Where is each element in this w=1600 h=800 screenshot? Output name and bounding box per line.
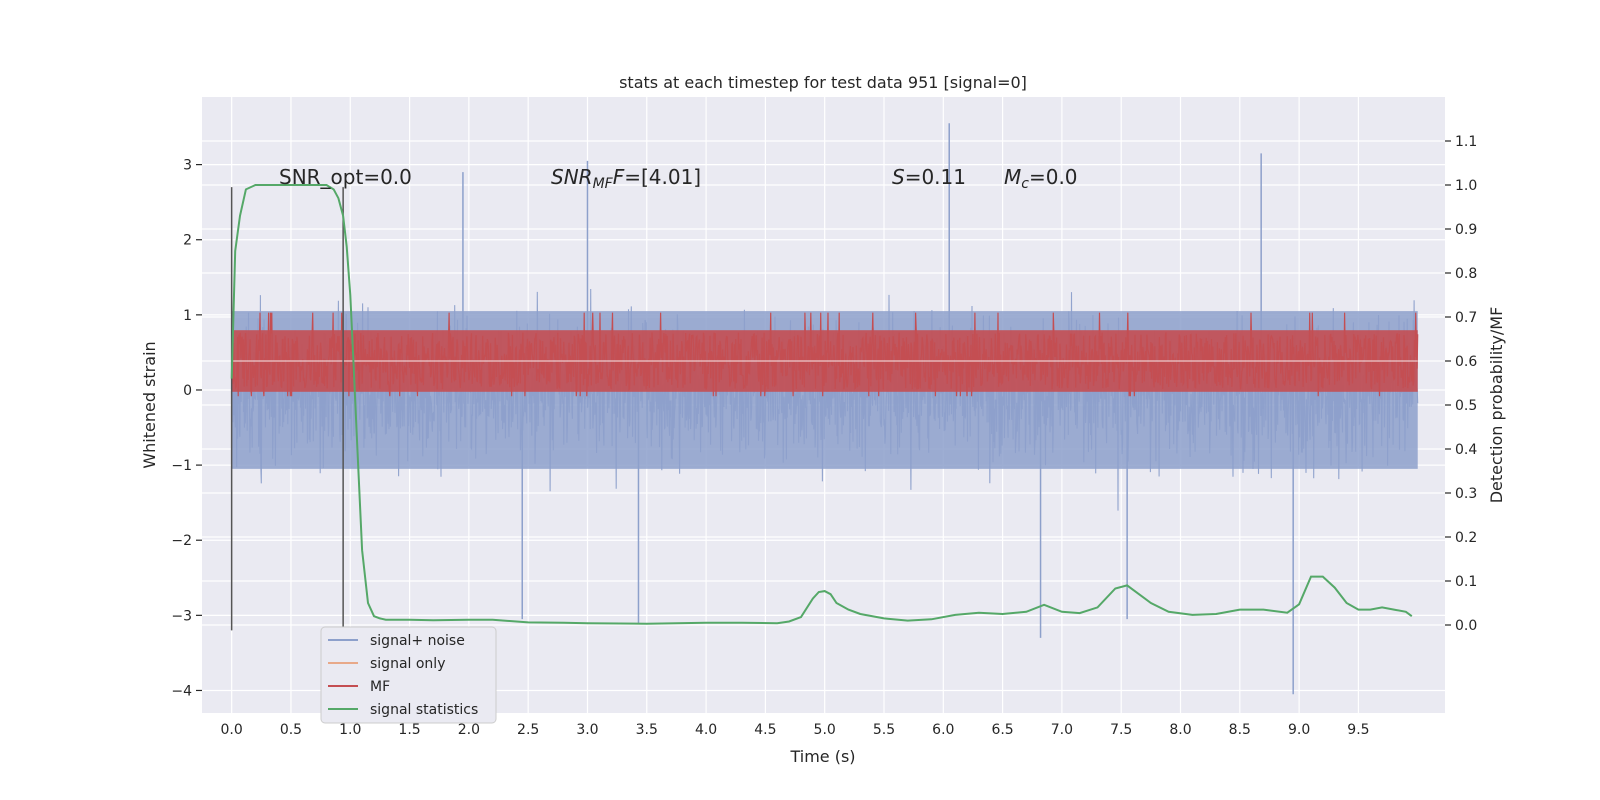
annotation-snr-mf-prefix: SNR bbox=[551, 165, 593, 189]
x-tick-label-16: 8.0 bbox=[1169, 722, 1191, 738]
annotation-snr-opt: SNR_opt=0.0 bbox=[279, 165, 412, 189]
y2-tick-label-11: 1.1 bbox=[1455, 134, 1477, 150]
y-tick-label-7: 3 bbox=[183, 158, 192, 174]
annotation-mc-sub: c bbox=[1021, 176, 1029, 192]
y2-tick-label-9: 0.9 bbox=[1455, 222, 1477, 238]
annotation-snr-mf: SNRMFF=[4.01] bbox=[551, 165, 701, 192]
y2-tick-label-5: 0.5 bbox=[1455, 398, 1477, 414]
x-tick-label-7: 3.5 bbox=[636, 722, 658, 738]
x-ticks: 0.0 0.5 1.0 1.5 2.0 2.5 3.0 3.5 4.0 4.5 5.0 5.5 6.0 6… bbox=[221, 722, 1370, 738]
y-tick-label-3: −1 bbox=[171, 458, 192, 474]
x-tick-label-0: 0.0 bbox=[221, 722, 243, 738]
annotation-s-value: =0.11 bbox=[905, 165, 966, 189]
y2-tick-label-6: 0.6 bbox=[1455, 354, 1477, 370]
annotation-snr-mf-sub: MF bbox=[593, 176, 614, 192]
y2-tick-label-3: 0.3 bbox=[1455, 486, 1477, 502]
annotation-snr-mf-value: =[4.01] bbox=[624, 165, 701, 189]
y2-axis-label: Detection probability/MF bbox=[1487, 307, 1506, 504]
y-tick-label-5: 1 bbox=[183, 308, 192, 324]
y-tick-label-6: 2 bbox=[183, 233, 192, 249]
x-tick-label-1: 0.5 bbox=[280, 722, 302, 738]
series-signal-statistics bbox=[230, 184, 1413, 625]
x-tick-label-12: 6.0 bbox=[932, 722, 954, 738]
x-tick-label-14: 7.0 bbox=[1051, 722, 1073, 738]
x-tick-label-6: 3.0 bbox=[576, 722, 598, 738]
x-tick-label-15: 7.5 bbox=[1110, 722, 1132, 738]
y-tick-label-0: −4 bbox=[171, 683, 192, 699]
x-tick-label-17: 8.5 bbox=[1229, 722, 1251, 738]
annotation-mc: Mc=0.0 bbox=[1004, 165, 1078, 192]
y-tick-label-1: −3 bbox=[171, 608, 192, 624]
x-tick-label-19: 9.5 bbox=[1347, 722, 1369, 738]
x-tick-label-13: 6.5 bbox=[991, 722, 1013, 738]
series-signal-statistics-line bbox=[230, 184, 1413, 625]
annotation-s-prefix: S bbox=[892, 165, 905, 189]
y-ticks: −4 −3 −2 −1 0 1 2 3 bbox=[171, 158, 202, 699]
y-tick-label-4: 0 bbox=[183, 383, 192, 399]
legend-box bbox=[320, 626, 497, 724]
legend: signal+ noise signal only MF signal stat… bbox=[320, 626, 497, 724]
annotation-s: S=0.11 bbox=[892, 165, 966, 189]
x-axis-label: Time (s) bbox=[789, 747, 855, 766]
annotation-snr-mf-mf: F bbox=[613, 165, 625, 189]
x-tick-label-11: 5.5 bbox=[873, 722, 895, 738]
vertical-markers bbox=[230, 187, 344, 631]
legend-label-signal-noise: signal+ noise bbox=[370, 633, 465, 649]
chart-title: stats at each timestep for test data 951… bbox=[619, 73, 1027, 92]
y2-tick-label-1: 0.1 bbox=[1455, 574, 1477, 590]
annotation-mc-value: =0.0 bbox=[1029, 165, 1078, 189]
x-tick-label-2: 1.0 bbox=[339, 722, 361, 738]
y-axis-label: Whitened strain bbox=[140, 341, 159, 468]
legend-label-mf: MF bbox=[370, 679, 390, 695]
series-mf-line bbox=[231, 312, 1419, 397]
legend-label-signal-statistics: signal statistics bbox=[370, 702, 478, 718]
y-tick-label-2: −2 bbox=[171, 533, 192, 549]
annotation-mc-prefix: M bbox=[1004, 165, 1021, 189]
x-tick-label-10: 5.0 bbox=[814, 722, 836, 738]
y2-tick-label-0: 0.0 bbox=[1455, 618, 1477, 634]
x-tick-label-3: 1.5 bbox=[398, 722, 420, 738]
series-mf bbox=[231, 312, 1419, 397]
y2-tick-label-4: 0.4 bbox=[1455, 442, 1477, 458]
y2-tick-label-10: 1.0 bbox=[1455, 178, 1477, 194]
y2-tick-label-8: 0.8 bbox=[1455, 266, 1477, 282]
x-tick-label-5: 2.5 bbox=[517, 722, 539, 738]
x-tick-label-9: 4.5 bbox=[754, 722, 776, 738]
x-tick-label-4: 2.0 bbox=[458, 722, 480, 738]
x-tick-label-18: 9.0 bbox=[1288, 722, 1310, 738]
y2-tick-label-7: 0.7 bbox=[1455, 310, 1477, 326]
y2-tick-label-2: 0.2 bbox=[1455, 530, 1477, 546]
x-tick-label-8: 4.0 bbox=[695, 722, 717, 738]
legend-label-signal-only: signal only bbox=[370, 656, 445, 672]
y2-ticks: 0.0 0.1 0.2 0.3 0.4 0.5 0.6 0.7 0.8 0.9 1.0 1.1 bbox=[1445, 134, 1477, 634]
